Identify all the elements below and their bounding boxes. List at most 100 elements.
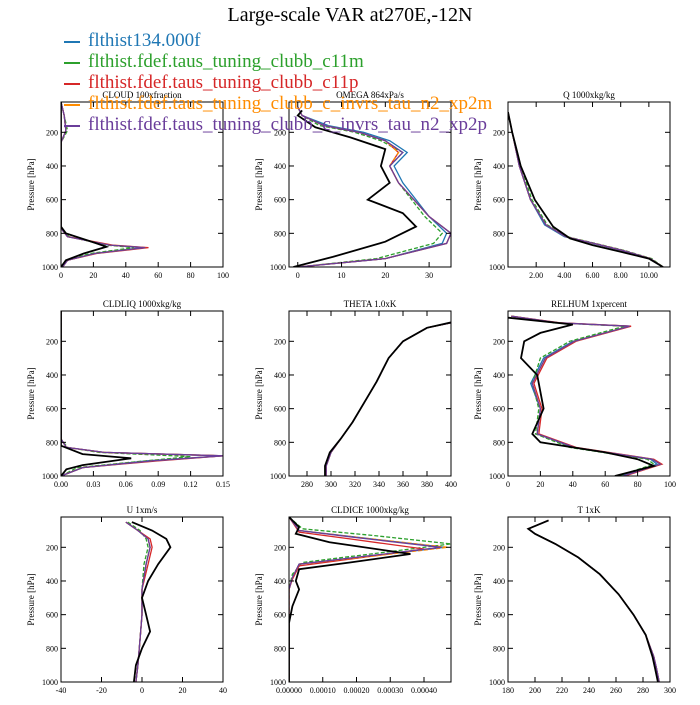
x-tick-label: 0.12	[184, 480, 198, 489]
series-group	[289, 517, 451, 682]
x-tick-label: 0.00	[54, 480, 68, 489]
y-tick-label: 200	[493, 128, 505, 137]
series-line	[511, 315, 662, 476]
y-tick-label: 600	[274, 196, 286, 205]
legend-item: flthist134.000f	[64, 30, 200, 52]
y-tick-label: 800	[274, 438, 286, 447]
series-line	[293, 109, 418, 267]
series-group	[508, 315, 664, 476]
plot-frame	[507, 516, 671, 683]
y-tick-label: 1000	[270, 472, 286, 481]
y-axis-label: Pressure [hPa]	[26, 573, 36, 625]
series-line	[297, 106, 444, 267]
x-tick-label: 40	[569, 480, 577, 489]
legend-label: flthist.fdef.taus_tuning_clubb_c_invrs_t…	[88, 114, 487, 135]
chart-panel: CLDICE 1000xkg/kg Pressure [hPa] 200 400 600…	[254, 505, 452, 695]
y-tick-label: 400	[493, 371, 505, 380]
y-axis-label: Pressure [hPa]	[26, 158, 36, 210]
series-line	[526, 519, 660, 682]
x-tick-label: 0	[140, 686, 144, 695]
series-line	[325, 322, 451, 476]
legend-item: flthist.fdef.taus_tuning_clubb_c_invrs_t…	[64, 114, 487, 136]
x-tick-label: 10	[338, 271, 346, 280]
series-line	[511, 315, 664, 476]
y-tick-label: 200	[274, 337, 286, 346]
x-tick-label: 280	[301, 480, 313, 489]
y-axis-label: Pressure [hPa]	[473, 367, 483, 419]
x-tick-label: 0.06	[119, 480, 133, 489]
x-tick-label: 300	[325, 480, 337, 489]
plot-frame	[288, 516, 452, 683]
x-tick-label: 100	[217, 271, 229, 280]
y-tick-label: 400	[274, 162, 286, 171]
x-tick-label: 80	[187, 271, 195, 280]
x-tick-label: 4.00	[557, 271, 571, 280]
x-tick-label: 280	[637, 686, 649, 695]
y-axis-label: Pressure [hPa]	[473, 158, 483, 210]
x-tick-label: 320	[349, 480, 361, 489]
plot-frame	[288, 310, 452, 477]
x-tick-label: 340	[373, 480, 385, 489]
y-tick-label: 800	[493, 438, 505, 447]
y-axis-label: Pressure [hPa]	[254, 158, 264, 210]
x-tick-label: 200	[529, 686, 541, 695]
y-tick-label: 800	[274, 644, 286, 653]
series-group	[125, 521, 172, 682]
x-tick-label: 80	[634, 480, 642, 489]
y-tick-label: 800	[46, 438, 58, 447]
series-line	[511, 315, 659, 476]
series-line	[325, 322, 451, 476]
x-tick-label: 260	[610, 686, 622, 695]
series-line	[61, 311, 223, 476]
x-tick-label: 0.00020	[344, 686, 370, 695]
x-tick-label: 6.00	[586, 271, 600, 280]
series-line	[526, 519, 659, 682]
chart-panel: THETA 1.0xK Pressure [hPa] 200 400 600 800 100…	[254, 299, 457, 489]
series-line	[297, 106, 448, 267]
series-line	[61, 311, 191, 476]
x-tick-label: 60	[601, 480, 609, 489]
x-tick-label: 0	[296, 271, 300, 280]
legend-swatch	[64, 103, 80, 106]
chart-title: U 1xm/s	[127, 505, 158, 515]
x-tick-label: 0.03	[86, 480, 100, 489]
y-tick-label: 200	[46, 543, 58, 552]
x-tick-label: 60	[154, 271, 162, 280]
legend-label: flthist.fdef.taus_tuning_clubb_c11m	[88, 51, 364, 72]
series-line	[526, 519, 660, 682]
x-tick-label: 8.00	[614, 271, 628, 280]
x-tick-label: 240	[583, 686, 595, 695]
plot-frame	[60, 101, 224, 268]
y-tick-label: 600	[46, 611, 58, 620]
y-tick-label: 1000	[489, 678, 505, 687]
legend-item: flthist.fdef.taus_tuning_clubb_c11m	[64, 51, 364, 73]
plot-frame	[60, 310, 224, 477]
x-tick-label: 20	[536, 480, 544, 489]
series-line	[289, 517, 425, 682]
y-tick-label: 800	[46, 229, 58, 238]
x-tick-label: 380	[421, 480, 433, 489]
x-tick-label: 300	[664, 686, 676, 695]
x-tick-label: 10.00	[640, 271, 658, 280]
series-line	[325, 322, 451, 476]
x-tick-label: 0	[506, 480, 510, 489]
y-tick-label: 1000	[42, 263, 58, 272]
chart-title: RELHUM 1xpercent	[551, 299, 627, 309]
y-tick-label: 1000	[42, 472, 58, 481]
x-tick-label: 30	[425, 271, 433, 280]
legend-label: flthist134.000f	[88, 30, 201, 51]
legend-swatch	[64, 61, 80, 64]
x-tick-label: 40	[122, 271, 130, 280]
legend-swatch	[64, 124, 80, 127]
legend-swatch	[64, 40, 80, 43]
series-line	[526, 519, 660, 682]
series-line	[526, 519, 660, 682]
y-axis-label: Pressure [hPa]	[26, 367, 36, 419]
series-line	[324, 321, 451, 476]
plot-frame	[288, 101, 452, 268]
